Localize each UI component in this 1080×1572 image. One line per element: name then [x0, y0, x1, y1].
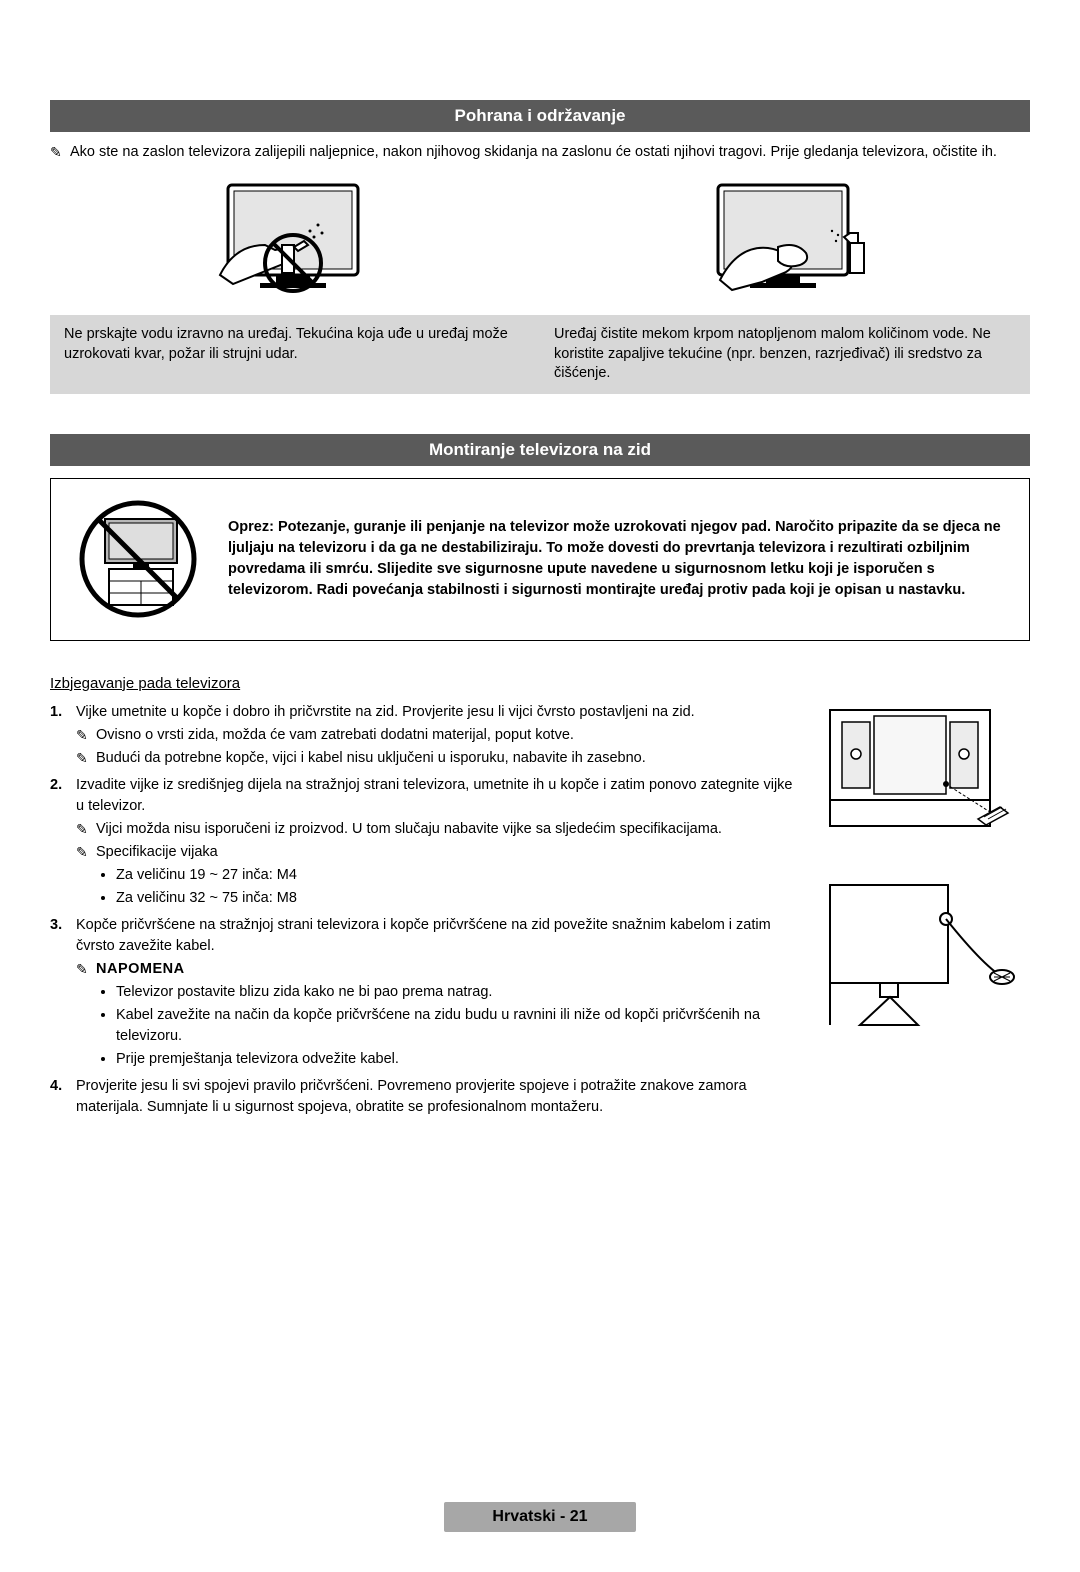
note-icon: ✎ [76, 842, 92, 862]
step-1: 1. Vijke umetnite u kopče i dobro ih pri… [50, 702, 802, 771]
step-2-text: Izvadite vijke iz središnjeg dijela na s… [76, 777, 793, 814]
figure-wall-bracket [820, 702, 1025, 857]
step-2-note-1: Vijci možda nisu isporučeni iz proizvod.… [96, 819, 722, 840]
note-icon: ✎ [76, 748, 92, 768]
step-4: 4. Provjerite jesu li svi spojevi pravil… [50, 1076, 802, 1118]
instructions-list: 1. Vijke umetnite u kopče i dobro ih pri… [50, 702, 802, 1122]
cleaning-image-cloth [690, 175, 890, 315]
mounting-figures [820, 702, 1030, 1122]
screw-spec-1: Za veličinu 19 ~ 27 inča: M4 [116, 865, 802, 886]
caption-right: Uređaj čistite mekom krpom natopljenom m… [540, 315, 1030, 394]
step-3-text: Kopče pričvršćene na stražnjoj strani te… [76, 917, 771, 954]
caption-left: Ne prskajte vodu izravno na uređaj. Teku… [50, 315, 540, 394]
step-2: 2. Izvadite vijke iz središnjeg dijela n… [50, 775, 802, 911]
warning-icon-tv-tip [71, 497, 206, 622]
figure-tv-tether [820, 877, 1025, 1032]
page-number-badge: Hrvatski - 21 [444, 1502, 635, 1532]
step-2-note-2: Specifikacije vijaka [96, 842, 218, 863]
warning-box: Oprez: Potezanje, guranje ili penjanje n… [50, 478, 1030, 641]
step-1-note-1: Ovisno o vrsti zida, možda će vam zatreb… [96, 725, 574, 746]
cleaning-captions: Ne prskajte vodu izravno na uređaj. Teku… [50, 315, 1030, 394]
step-3-bullet-3: Prije premještanja televizora odvežite k… [116, 1049, 802, 1070]
screw-spec-2: Za veličinu 32 ~ 75 inča: M8 [116, 888, 802, 909]
note-icon: ✎ [76, 959, 92, 979]
note-icon: ✎ [76, 725, 92, 745]
subheading-avoid-fall: Izbjegavanje pada televizora [50, 675, 1030, 692]
warning-text: Oprez: Potezanje, guranje ili penjanje n… [228, 517, 1009, 601]
step-1-note-2: Budući da potrebne kopče, vijci i kabel … [96, 748, 646, 769]
step-4-text: Provjerite jesu li svi spojevi pravilo p… [76, 1078, 747, 1115]
section-header-mounting: Montiranje televizora na zid [50, 434, 1030, 466]
step-3: 3. Kopče pričvršćene na stražnjoj strani… [50, 915, 802, 1072]
cleaning-images-row [50, 175, 1030, 315]
note-icon: ✎ [76, 819, 92, 839]
step-3-bullet-2: Kabel zavežite na način da kopče pričvrš… [116, 1005, 802, 1047]
intro-note: ✎ Ako ste na zaslon televizora zalijepil… [50, 144, 1030, 161]
napomena-label: NAPOMENA [96, 959, 185, 980]
step-1-text: Vijke umetnite u kopče i dobro ih pričvr… [76, 704, 695, 720]
intro-text: Ako ste na zaslon televizora zalijepili … [70, 144, 1030, 160]
step-3-bullet-1: Televizor postavite blizu zida kako ne b… [116, 982, 802, 1003]
section-header-storage: Pohrana i održavanje [50, 100, 1030, 132]
page-footer: Hrvatski - 21 [50, 1502, 1030, 1532]
cleaning-image-spray-forbidden [190, 175, 390, 315]
note-icon: ✎ [50, 144, 66, 161]
